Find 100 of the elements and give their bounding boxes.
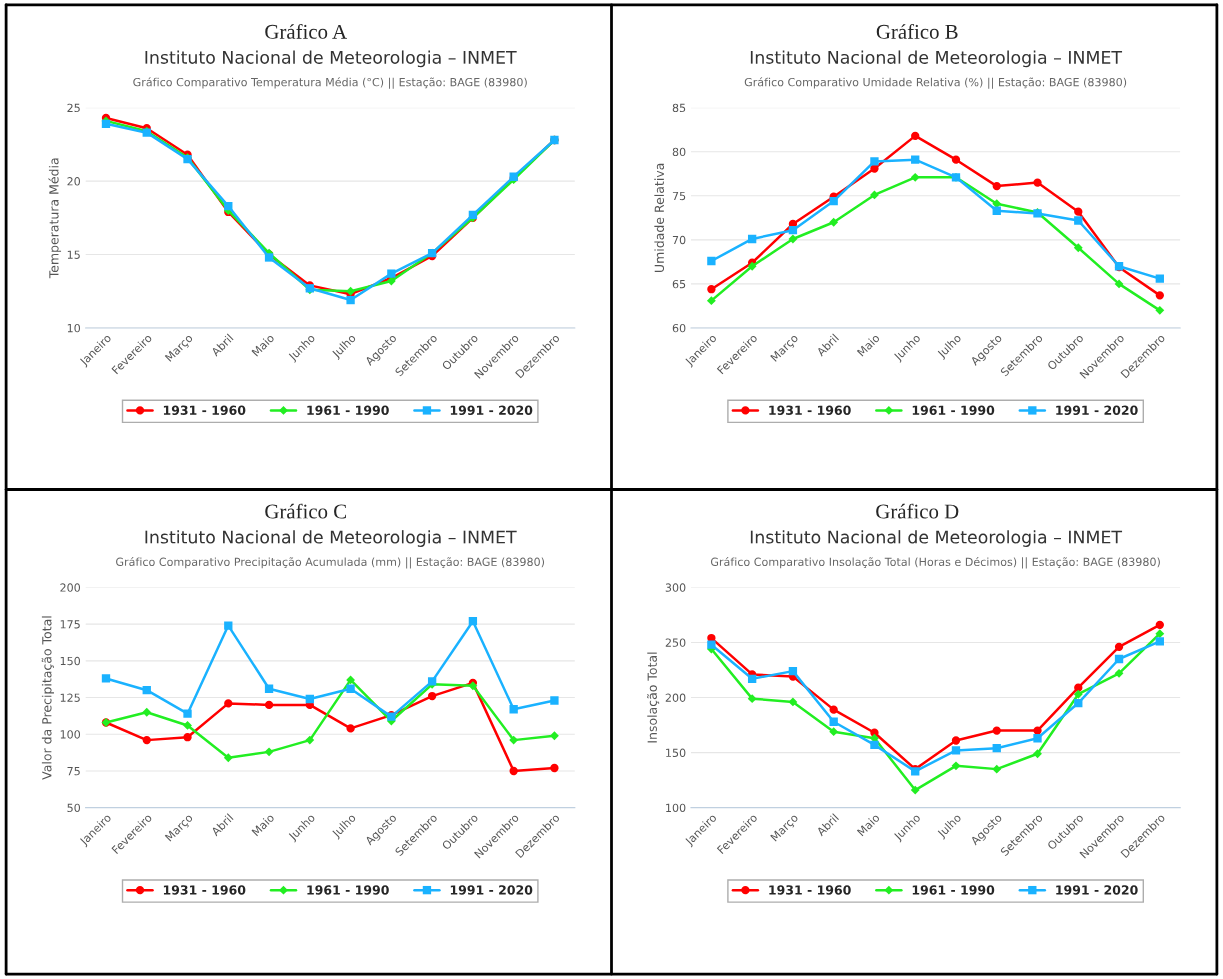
- point: [142, 735, 151, 745]
- chart-subtitle: Gráfico Comparativo Precipitação Acumulada (mm) || Estação: BAGE (83980): [116, 556, 545, 569]
- chart-subtitle: Gráfico Comparativo Umidade Relativa (%) || Estação: BAGE (83980): [744, 77, 1127, 89]
- y-tick-label: 20: [67, 177, 81, 186]
- point: [1033, 178, 1042, 187]
- point: [427, 691, 437, 701]
- point: [1155, 620, 1164, 630]
- point: [992, 181, 1001, 191]
- point: [788, 666, 798, 676]
- point: [224, 699, 233, 708]
- y-tick-label: 100: [666, 803, 686, 813]
- y-tick-label: 175: [60, 620, 80, 629]
- text: Gráfico C: [265, 503, 346, 519]
- point: [870, 740, 879, 750]
- point: [829, 705, 838, 714]
- point: [747, 234, 757, 244]
- point: [911, 155, 920, 164]
- point: [264, 747, 274, 757]
- y-tick-label: 65: [672, 279, 686, 289]
- legend-label: 1961 - 1990: [912, 885, 995, 895]
- point: [183, 721, 192, 730]
- point: [1114, 654, 1124, 664]
- point: [264, 684, 274, 693]
- y-tick-label: 200: [665, 693, 686, 702]
- point: [951, 746, 961, 755]
- point: [550, 731, 559, 741]
- legend-label: 1991 - 2020: [1056, 885, 1138, 895]
- y-tick-label: 300: [665, 583, 686, 592]
- point: [1074, 698, 1083, 708]
- point: [788, 697, 798, 707]
- y-tick-label: 25: [67, 103, 80, 113]
- point: [509, 735, 519, 745]
- y-axis-title: Valor da Precipitação Total: [41, 616, 54, 780]
- point: [706, 296, 716, 306]
- point: [829, 196, 838, 206]
- point: [992, 726, 1001, 735]
- point: [1033, 749, 1042, 759]
- legend-label: 1961 - 1990: [307, 405, 389, 415]
- legend-label: 1961 - 1990: [912, 405, 995, 415]
- point: [387, 269, 396, 278]
- point: [992, 744, 1001, 753]
- point: [142, 707, 152, 717]
- chart-title: Instituto Nacional de Meteorologia – INMET: [145, 50, 517, 68]
- point: [183, 733, 192, 742]
- point: [1155, 305, 1165, 315]
- point: [305, 694, 314, 704]
- y-tick-label: 150: [666, 748, 686, 757]
- point: [223, 753, 233, 763]
- text: Gráfico B: [876, 23, 958, 39]
- point: [747, 261, 757, 271]
- point: [870, 157, 879, 166]
- point: [951, 761, 961, 771]
- y-tick-label: 200: [60, 583, 81, 592]
- point: [346, 684, 355, 693]
- chart-title: Instituto Nacional de Meteorologia – INMET: [145, 530, 517, 547]
- chart-subtitle: Gráfico Comparativo Temperatura Média (°C) || Estação: BAGE (83980): [133, 77, 527, 89]
- point: [1073, 689, 1083, 699]
- legend-label: 1931 - 1960: [769, 405, 851, 415]
- point: [1114, 279, 1124, 289]
- point: [346, 295, 355, 305]
- y-tick-label: 85: [672, 103, 686, 113]
- point: [346, 286, 356, 296]
- point: [224, 201, 233, 211]
- y-tick-label: 250: [665, 638, 686, 647]
- point: [1114, 668, 1124, 678]
- point: [142, 686, 151, 695]
- point: [707, 256, 716, 266]
- point: [509, 705, 518, 714]
- point: [1074, 207, 1083, 216]
- point: [707, 285, 716, 294]
- point: [1155, 637, 1164, 646]
- point: [1155, 629, 1165, 639]
- point: [305, 735, 315, 745]
- point: [468, 617, 478, 626]
- legend-label: 1991 - 2020: [450, 885, 533, 895]
- y-tick-label: 70: [672, 235, 686, 245]
- point: [1074, 216, 1083, 225]
- y-tick-label: 75: [67, 767, 80, 776]
- point: [1155, 274, 1164, 283]
- y-axis-title: Insolação Total: [647, 652, 660, 743]
- point: [509, 766, 518, 776]
- y-tick-label: 75: [672, 191, 686, 201]
- y-tick-label: 100: [60, 730, 81, 739]
- point: [747, 674, 757, 683]
- y-tick-label: 15: [67, 250, 80, 259]
- point: [910, 172, 920, 182]
- point: [346, 724, 355, 733]
- point: [788, 226, 798, 235]
- text: Gráfico A: [265, 23, 347, 39]
- chart-title: Instituto Nacional de Meteorologia – INMET: [750, 50, 1123, 68]
- point: [747, 694, 757, 704]
- point: [992, 764, 1002, 774]
- point: [1155, 291, 1164, 300]
- y-tick-label: 50: [67, 803, 81, 813]
- point: [550, 763, 559, 773]
- point: [951, 736, 961, 745]
- point: [550, 696, 559, 705]
- legend-label: 1961 - 1990: [307, 885, 389, 895]
- text: Gráfico D: [876, 503, 959, 519]
- y-tick-label: 150: [60, 656, 81, 666]
